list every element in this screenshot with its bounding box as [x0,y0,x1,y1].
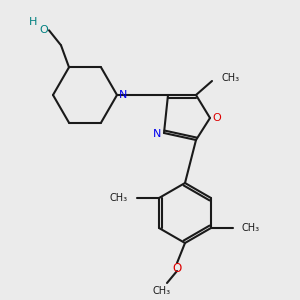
Text: CH₃: CH₃ [242,223,260,233]
Text: CH₃: CH₃ [110,193,128,203]
Text: O: O [40,25,48,35]
Text: N: N [153,129,161,139]
Text: CH₃: CH₃ [153,286,171,296]
Text: H: H [29,17,37,27]
Text: O: O [213,113,221,123]
Text: O: O [172,262,182,275]
Text: CH₃: CH₃ [221,73,239,83]
Text: N: N [119,90,127,100]
